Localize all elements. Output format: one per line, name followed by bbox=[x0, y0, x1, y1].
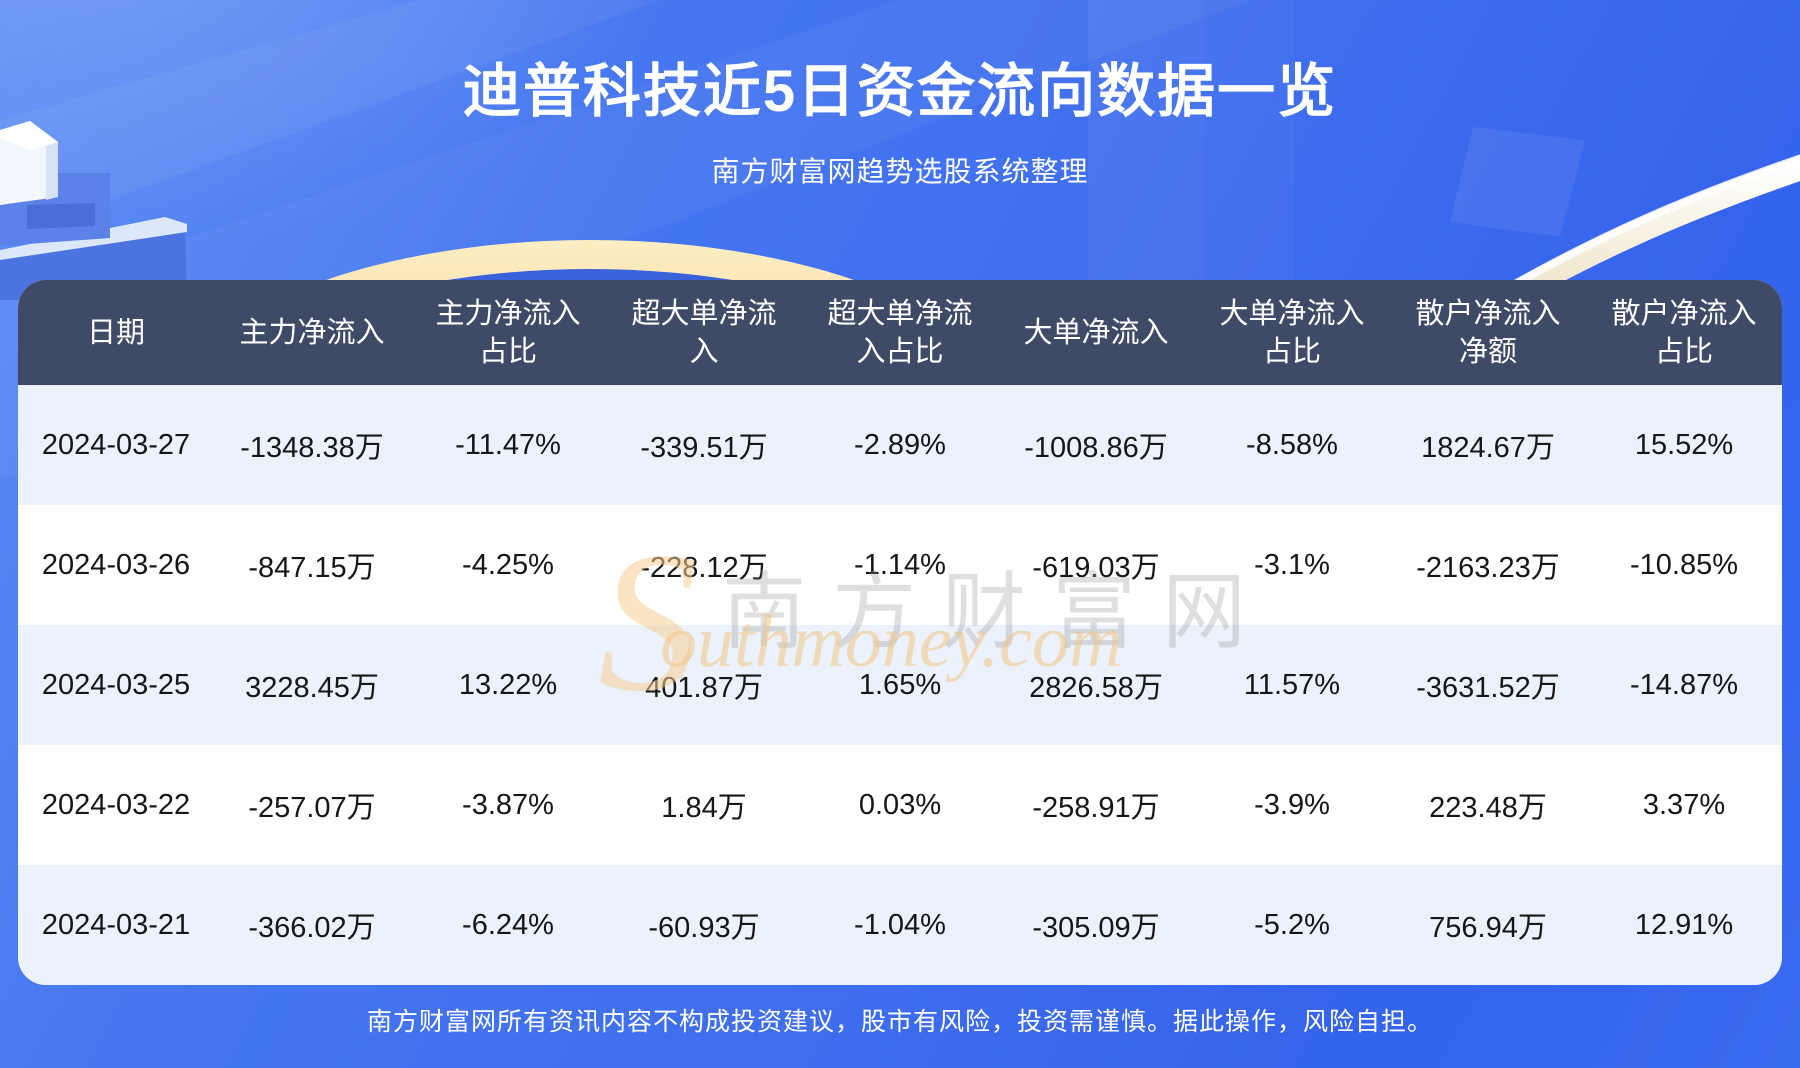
cell-value: -1008.86万 bbox=[998, 385, 1194, 505]
cell-value: 11.57% bbox=[1194, 625, 1390, 745]
cell-value: 223.48万 bbox=[1390, 745, 1586, 865]
cell-value: 2826.58万 bbox=[998, 625, 1194, 745]
table-row: 2024-03-26 -847.15万 -4.25% -228.12万 -1.1… bbox=[18, 505, 1782, 625]
header-row: 日期 主力净流入 主力净流入占比 超大单净流入 超大单净流入占比 大单净流入 大… bbox=[18, 280, 1782, 385]
cell-value: 15.52% bbox=[1586, 385, 1782, 505]
cell-date: 2024-03-25 bbox=[18, 625, 214, 745]
cell-value: 1.65% bbox=[802, 625, 998, 745]
cell-value: -1.04% bbox=[802, 865, 998, 985]
col-header-xl-order-net-inflow: 超大单净流入 bbox=[606, 280, 802, 385]
cell-value: 13.22% bbox=[410, 625, 606, 745]
cell-value: -60.93万 bbox=[606, 865, 802, 985]
cell-value: 3228.45万 bbox=[214, 625, 410, 745]
light-band bbox=[1204, 0, 1294, 280]
cell-value: -305.09万 bbox=[998, 865, 1194, 985]
fund-flow-table: 日期 主力净流入 主力净流入占比 超大单净流入 超大单净流入占比 大单净流入 大… bbox=[18, 280, 1782, 985]
cell-value: 0.03% bbox=[802, 745, 998, 865]
cell-value: -8.58% bbox=[1194, 385, 1390, 505]
cell-value: -257.07万 bbox=[214, 745, 410, 865]
fund-flow-table-card: 日期 主力净流入 主力净流入占比 超大单净流入 超大单净流入占比 大单净流入 大… bbox=[18, 280, 1782, 985]
cell-value: 12.91% bbox=[1586, 865, 1782, 985]
table-row: 2024-03-27 -1348.38万 -11.47% -339.51万 -2… bbox=[18, 385, 1782, 505]
col-header-date: 日期 bbox=[18, 280, 214, 385]
col-header-large-order-net-inflow: 大单净流入 bbox=[998, 280, 1194, 385]
cell-value: -3.1% bbox=[1194, 505, 1390, 625]
cell-value: -228.12万 bbox=[606, 505, 802, 625]
cell-value: -5.2% bbox=[1194, 865, 1390, 985]
cell-value: -1348.38万 bbox=[214, 385, 410, 505]
cell-value: -847.15万 bbox=[214, 505, 410, 625]
cell-value: -2.89% bbox=[802, 385, 998, 505]
col-header-xl-order-net-inflow-pct: 超大单净流入占比 bbox=[802, 280, 998, 385]
cell-value: -3631.52万 bbox=[1390, 625, 1586, 745]
cell-value: -11.47% bbox=[410, 385, 606, 505]
col-header-main-net-inflow-pct: 主力净流入占比 bbox=[410, 280, 606, 385]
table-row: 2024-03-21 -366.02万 -6.24% -60.93万 -1.04… bbox=[18, 865, 1782, 985]
page-subtitle: 南方财富网趋势选股系统整理 bbox=[711, 156, 1089, 187]
col-header-main-net-inflow: 主力净流入 bbox=[214, 280, 410, 385]
cell-value: -4.25% bbox=[410, 505, 606, 625]
cell-date: 2024-03-27 bbox=[18, 385, 214, 505]
cell-value: 1824.67万 bbox=[1390, 385, 1586, 505]
cell-value: 401.87万 bbox=[606, 625, 802, 745]
col-header-retail-net-inflow-pct: 散户净流入占比 bbox=[1586, 280, 1782, 385]
cell-value: -3.9% bbox=[1194, 745, 1390, 865]
cell-date: 2024-03-26 bbox=[18, 505, 214, 625]
table-row: 2024-03-22 -257.07万 -3.87% 1.84万 0.03% -… bbox=[18, 745, 1782, 865]
cell-value: -3.87% bbox=[410, 745, 606, 865]
page-title: 迪普科技近5日资金流向数据一览 bbox=[462, 59, 1338, 124]
col-header-retail-net-inflow: 散户净流入净额 bbox=[1390, 280, 1586, 385]
cell-value: -14.87% bbox=[1586, 625, 1782, 745]
table-row: 2024-03-25 3228.45万 13.22% 401.87万 1.65%… bbox=[18, 625, 1782, 745]
cell-date: 2024-03-22 bbox=[18, 745, 214, 865]
cell-value: 1.84万 bbox=[606, 745, 802, 865]
building-graphic bbox=[0, 121, 187, 300]
disclaimer-text: 南方财富网所有资讯内容不构成投资建议，股市有风险，投资需谨慎。据此操作，风险自担… bbox=[366, 1008, 1433, 1036]
cell-value: -1.14% bbox=[802, 505, 998, 625]
light-band bbox=[1088, 0, 1204, 280]
cell-value: -258.91万 bbox=[998, 745, 1194, 865]
cell-value: 3.37% bbox=[1586, 745, 1782, 865]
cell-value: -366.02万 bbox=[214, 865, 410, 985]
cell-value: -2163.23万 bbox=[1390, 505, 1586, 625]
col-header-large-order-net-inflow-pct: 大单净流入占比 bbox=[1194, 280, 1390, 385]
cell-value: -10.85% bbox=[1586, 505, 1782, 625]
cell-value: -6.24% bbox=[410, 865, 606, 985]
cell-value: 756.94万 bbox=[1390, 865, 1586, 985]
cell-value: -339.51万 bbox=[606, 385, 802, 505]
cell-date: 2024-03-21 bbox=[18, 865, 214, 985]
table-header: 日期 主力净流入 主力净流入占比 超大单净流入 超大单净流入占比 大单净流入 大… bbox=[18, 280, 1782, 385]
cell-value: -619.03万 bbox=[998, 505, 1194, 625]
